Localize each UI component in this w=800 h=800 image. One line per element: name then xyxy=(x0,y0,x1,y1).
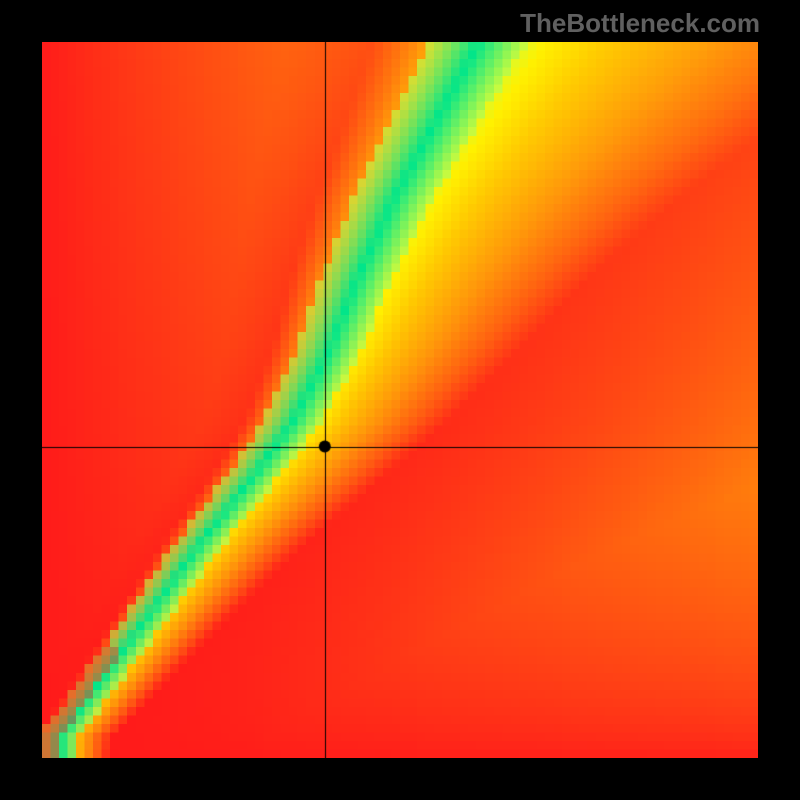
watermark-text: TheBottleneck.com xyxy=(520,8,760,39)
heatmap-canvas xyxy=(42,42,758,758)
chart-container: TheBottleneck.com xyxy=(0,0,800,800)
